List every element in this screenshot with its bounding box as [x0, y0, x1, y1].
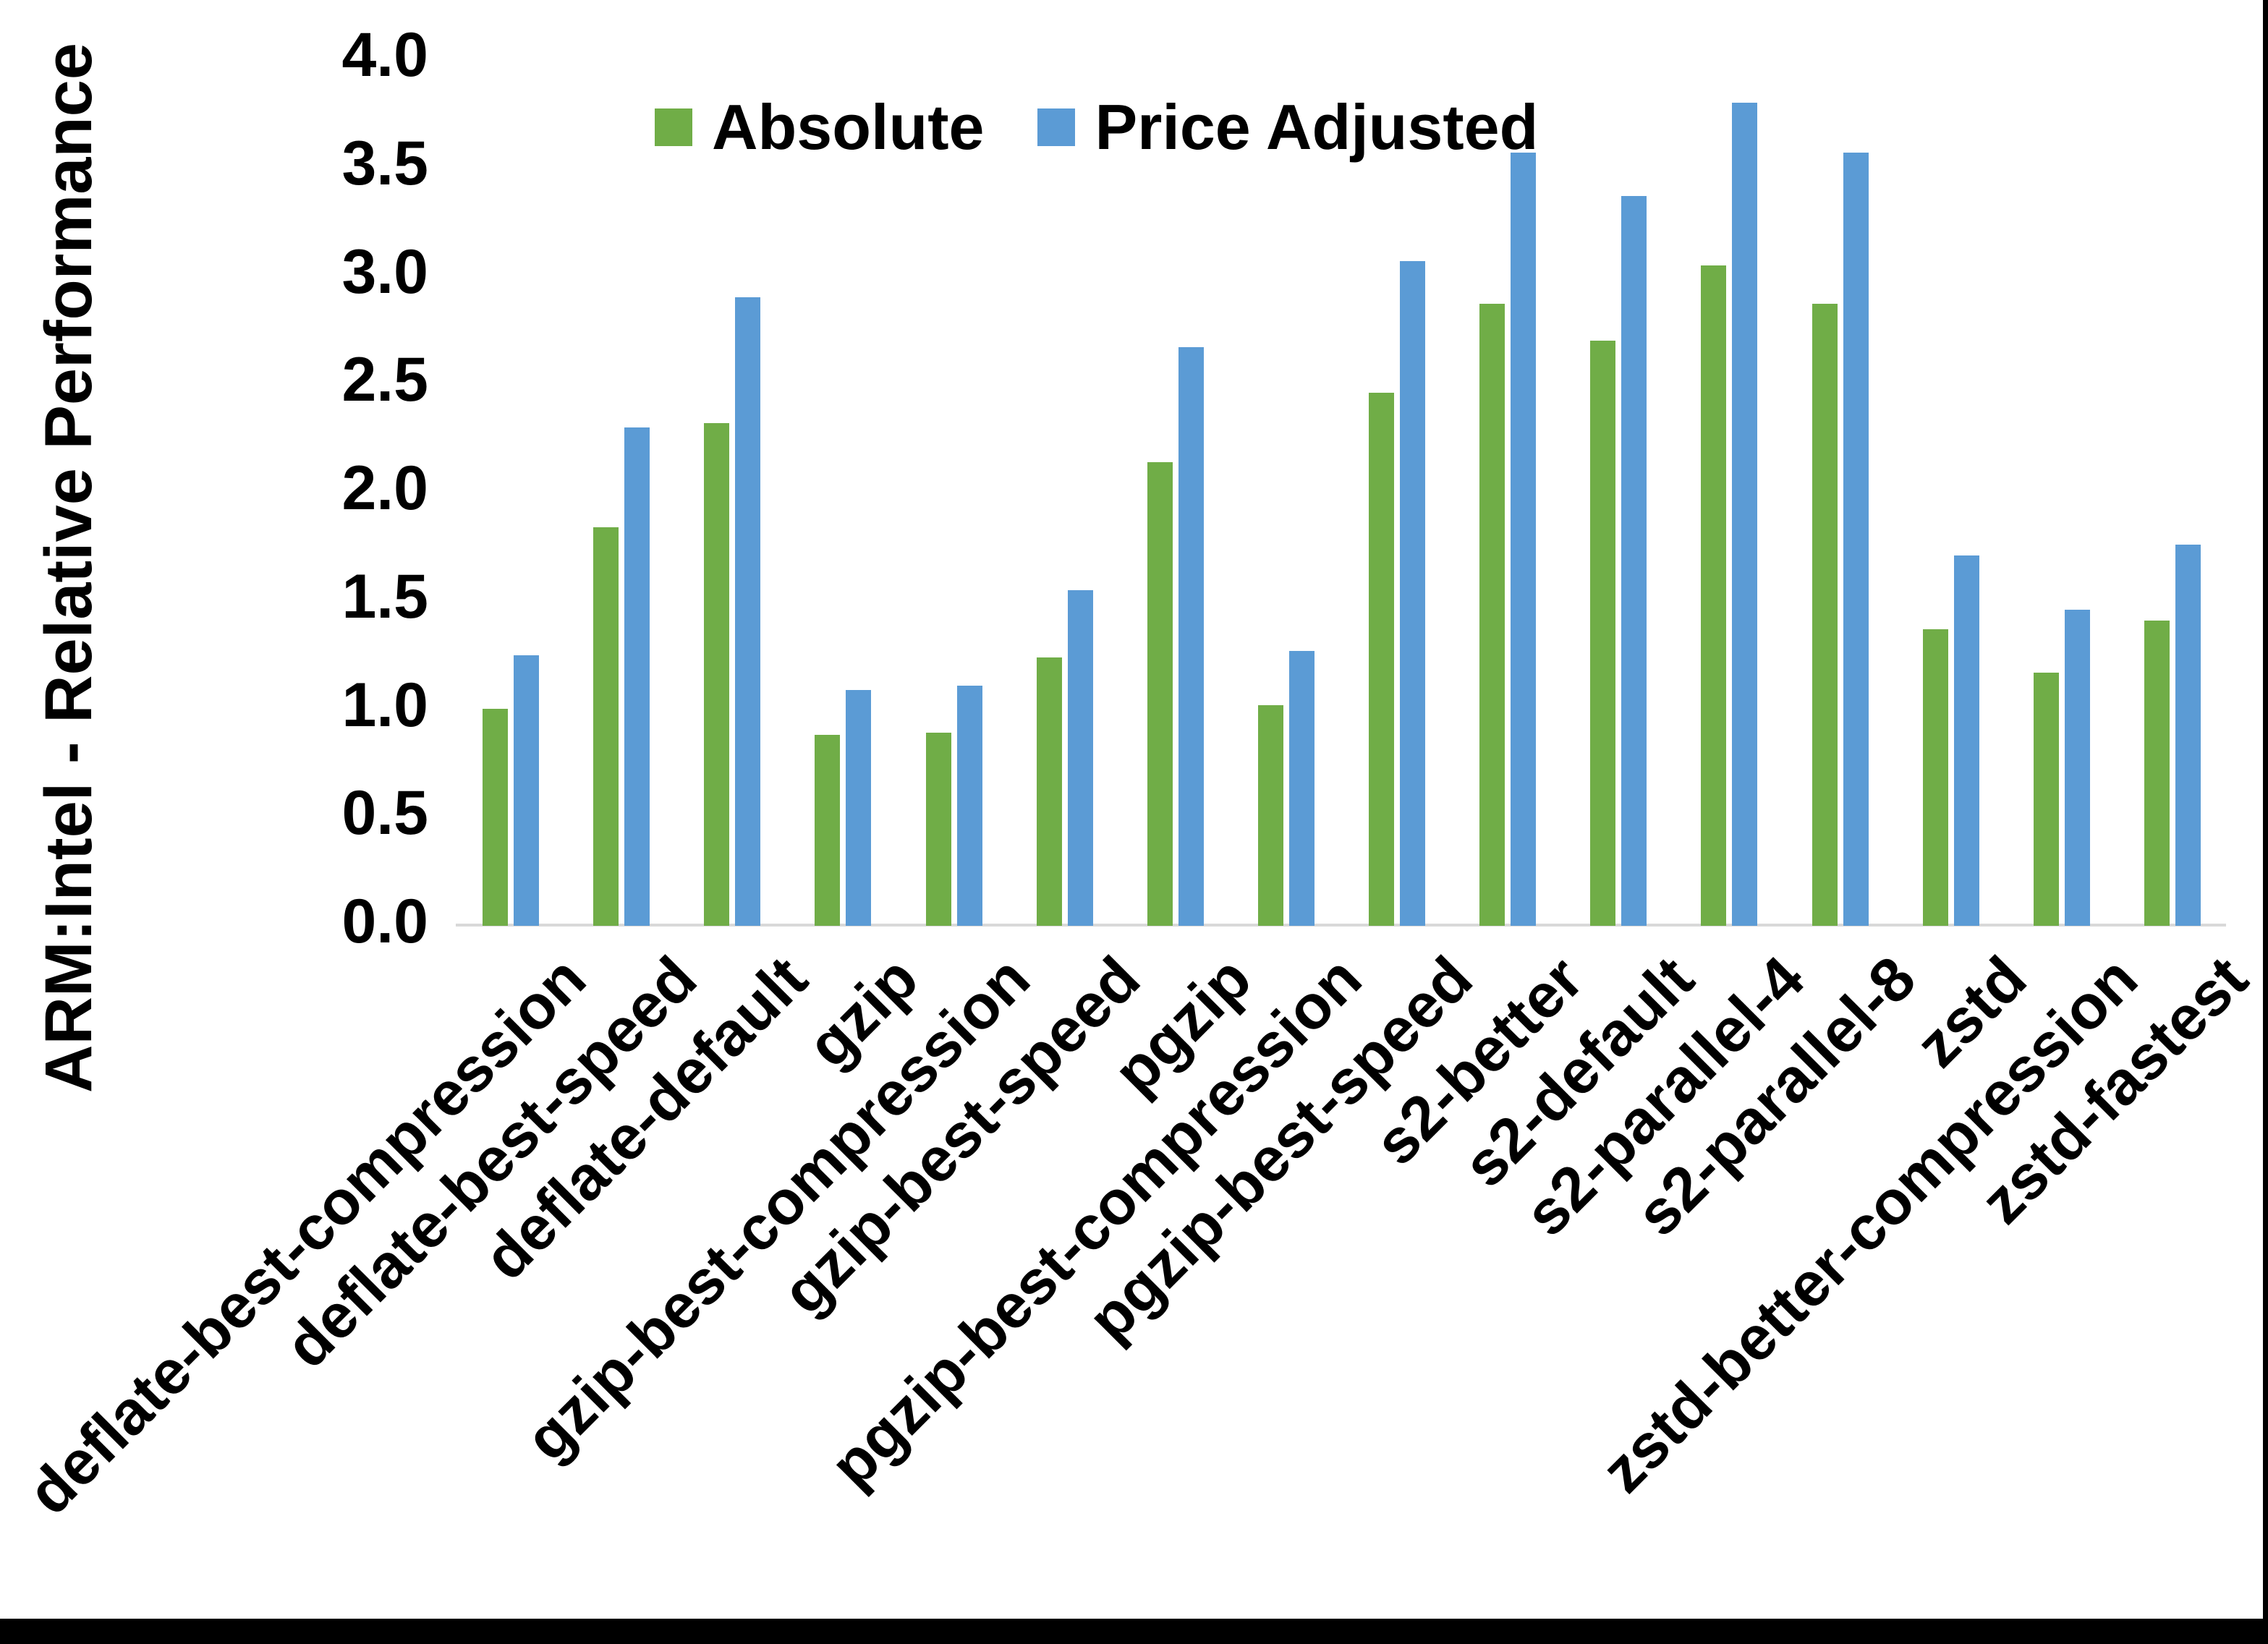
bar-absolute-pgzip	[1147, 462, 1173, 926]
x-category-label-s2-parallel-4: s2-parallel-4	[1511, 943, 1818, 1250]
x-axis-line	[456, 924, 2226, 927]
bar-absolute-gzip-best-speed	[1037, 657, 1062, 926]
bar-price-adjusted-pgzip-best-compression	[1289, 651, 1314, 926]
x-category-label-pgzip-best-compression: pgzip-best-compression	[817, 943, 1375, 1502]
bar-price-adjusted-gzip-best-compression	[957, 686, 982, 926]
x-category-label-s2-better: s2-better	[1361, 943, 1597, 1179]
legend-swatch-price-adjusted-icon	[1037, 108, 1076, 146]
bar-price-adjusted-pgzip	[1178, 347, 1204, 926]
bar-price-adjusted-s2-better	[1511, 153, 1536, 926]
y-tick-label-1.5: 1.5	[341, 562, 428, 631]
bar-price-adjusted-s2-parallel-4	[1732, 103, 1757, 926]
bar-price-adjusted-zstd-better-compression	[2065, 610, 2090, 926]
bar-absolute-s2-parallel-8	[1812, 304, 1838, 926]
bar-price-adjusted-pgzip-best-speed	[1400, 261, 1425, 926]
bar-absolute-deflate-best-speed	[593, 527, 619, 926]
bar-price-adjusted-gzip-best-speed	[1068, 590, 1093, 926]
legend-label-absolute: Absolute	[712, 91, 985, 163]
x-category-label-pgzip-best-speed: pgzip-best-speed	[1074, 943, 1486, 1355]
y-tick-label-0.0: 0.0	[341, 887, 428, 956]
legend-label-price-adjusted: Price Adjusted	[1095, 91, 1539, 163]
x-category-label-pgzip: pgzip	[1100, 943, 1265, 1108]
y-tick-label-2.0: 2.0	[341, 453, 428, 523]
bar-absolute-deflate-default	[704, 423, 729, 926]
bar-price-adjusted-s2-default	[1621, 196, 1647, 926]
x-category-label-zstd-fastest: zstd-fastest	[1967, 943, 2261, 1238]
bar-absolute-zstd	[1923, 629, 1948, 926]
screenshot-border-right	[2263, 0, 2268, 1644]
x-category-label-zstd: zstd	[1902, 943, 2040, 1081]
y-tick-label-3.0: 3.0	[341, 237, 428, 307]
legend: Absolute Price Adjusted	[655, 95, 1538, 159]
x-category-label-s2-default: s2-default	[1450, 943, 1707, 1201]
bar-absolute-s2-better	[1479, 304, 1505, 926]
bar-price-adjusted-deflate-best-compression	[514, 655, 539, 926]
legend-item-price-adjusted: Price Adjusted	[1037, 95, 1538, 159]
x-category-label-deflate-default: deflate-default	[470, 943, 821, 1293]
bar-absolute-gzip	[815, 735, 840, 926]
y-axis-tick-labels: 4.0 3.5 3.0 2.5 2.0 1.5 1.0 0.5 0.0	[0, 0, 428, 953]
bar-absolute-pgzip-best-compression	[1258, 705, 1283, 926]
bar-price-adjusted-deflate-best-speed	[624, 427, 650, 926]
x-category-label-gzip: gzip	[794, 943, 932, 1081]
bar-price-adjusted-s2-parallel-8	[1843, 153, 1869, 926]
x-category-label-s2-parallel-8: s2-parallel-8	[1623, 943, 1929, 1250]
bar-absolute-zstd-better-compression	[2034, 673, 2059, 926]
bar-absolute-s2-default	[1590, 341, 1615, 926]
bar-price-adjusted-deflate-default	[735, 297, 760, 926]
bar-absolute-pgzip-best-speed	[1369, 393, 1394, 926]
bar-absolute-zstd-fastest	[2144, 621, 2170, 926]
bar-absolute-s2-parallel-4	[1701, 265, 1726, 926]
x-category-label-gzip-best-compression: gzip-best-compression	[511, 943, 1043, 1474]
x-category-label-zstd-better-compression: zstd-better-compression	[1587, 943, 2151, 1506]
bar-price-adjusted-zstd	[1954, 555, 1979, 926]
bar-price-adjusted-gzip	[846, 690, 871, 926]
screenshot-border-bottom	[0, 1619, 2268, 1644]
y-tick-label-0.5: 0.5	[341, 778, 428, 848]
x-category-label-gzip-best-speed: gzip-best-speed	[769, 943, 1154, 1328]
y-tick-label-1.0: 1.0	[341, 670, 428, 740]
y-tick-label-3.5: 3.5	[341, 129, 428, 198]
y-tick-label-2.5: 2.5	[341, 345, 428, 414]
x-category-label-deflate-best-speed: deflate-best-speed	[272, 943, 710, 1381]
bar-absolute-gzip-best-compression	[926, 733, 951, 926]
y-tick-label-4.0: 4.0	[341, 20, 428, 90]
legend-swatch-absolute-icon	[655, 108, 692, 146]
bar-price-adjusted-zstd-fastest	[2175, 545, 2201, 926]
legend-item-absolute: Absolute	[655, 95, 984, 159]
bar-absolute-deflate-best-compression	[483, 709, 508, 926]
plot-area	[456, 0, 2226, 926]
